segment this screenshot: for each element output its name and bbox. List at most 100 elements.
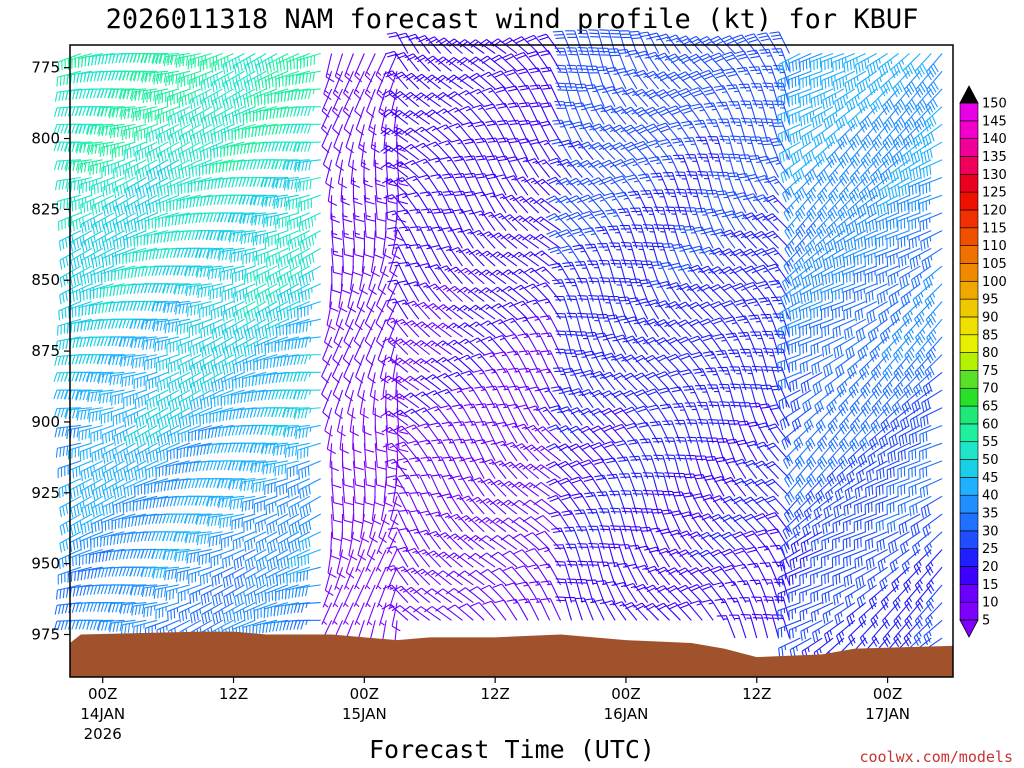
barb-full-tick: [65, 124, 68, 133]
barb-full-tick: [241, 80, 243, 89]
barb-full-tick: [170, 514, 173, 523]
barb-full-tick: [208, 611, 210, 620]
barb-full-tick: [105, 374, 107, 383]
barb-full-tick: [155, 342, 156, 351]
barb-full-tick: [253, 237, 254, 246]
barb-full-tick: [185, 167, 186, 176]
barb-full-tick: [159, 284, 162, 293]
barb-full-tick: [192, 496, 195, 505]
barb-full-tick: [208, 132, 210, 141]
barb-full-tick: [176, 58, 177, 67]
barb-full-tick: [109, 255, 110, 264]
barb-full-tick: [201, 288, 202, 297]
barb-full-tick: [155, 358, 156, 367]
barb-full-tick: [268, 142, 271, 151]
barb-full-tick: [152, 379, 153, 388]
barb-full-tick: [148, 549, 151, 558]
barb-full-tick: [182, 97, 183, 106]
barb-shaft: [245, 532, 267, 542]
barb-full-tick: [119, 302, 122, 311]
barb-full-tick: [209, 537, 210, 546]
barb-half-tick: [105, 447, 106, 452]
barb-full-tick: [237, 499, 238, 508]
barb-full-tick: [282, 341, 283, 350]
barb-full-tick: [147, 189, 149, 198]
barb-full-tick: [148, 302, 151, 311]
barb-full-tick: [134, 166, 135, 175]
barb-full-tick: [247, 58, 249, 67]
barb-full-tick: [292, 542, 294, 551]
barb-full-tick: [279, 125, 282, 134]
barb-full-tick: [245, 561, 247, 570]
barb-full-tick: [139, 516, 141, 525]
barb-full-tick: [92, 305, 93, 314]
barb-shaft: [168, 355, 190, 365]
barb-full-tick: [152, 467, 153, 476]
barb-full-tick: [225, 427, 227, 436]
barb-full-tick: [149, 320, 151, 329]
barb-full-tick: [270, 464, 271, 473]
barb-full-tick: [139, 170, 141, 179]
barb-full-tick: [98, 203, 99, 212]
barb-full-tick: [164, 434, 166, 443]
barb-full-tick: [127, 533, 129, 542]
barb-full-tick: [262, 62, 264, 71]
barb-full-tick: [148, 284, 151, 293]
barb-full-tick: [251, 143, 254, 152]
barb-full-tick: [218, 396, 219, 405]
barb-full-tick: [115, 271, 116, 280]
barb-full-tick: [61, 142, 64, 151]
barb-full-tick: [240, 409, 242, 418]
barb-full-tick: [238, 394, 239, 403]
barb-full-tick: [258, 522, 259, 531]
barb-full-tick: [88, 257, 90, 266]
barb-full-tick: [131, 486, 132, 495]
barb-half-tick: [189, 608, 190, 613]
barb-full-tick: [205, 117, 207, 126]
barb-full-tick: [183, 364, 184, 373]
barb-full-tick: [115, 71, 118, 80]
barb-full-tick: [102, 621, 104, 630]
barb-full-tick: [279, 253, 280, 262]
barb-full-tick: [102, 220, 104, 229]
barb-full-tick: [204, 268, 206, 277]
barb-full-tick: [256, 483, 257, 492]
barb-full-tick: [156, 414, 158, 423]
barb-full-tick: [167, 249, 170, 258]
barb-full-tick: [127, 150, 128, 159]
barb-full-tick: [174, 361, 175, 370]
barb-full-tick: [185, 96, 186, 105]
barb-full-tick: [246, 195, 249, 204]
barb-full-tick: [219, 363, 221, 372]
barb-full-tick: [141, 550, 144, 559]
barb-full-tick: [152, 515, 155, 524]
barb-full-tick: [160, 114, 161, 123]
barb-full-tick: [128, 416, 129, 425]
barb-full-tick: [167, 497, 170, 506]
barb-full-tick: [150, 453, 151, 462]
barb-full-tick: [188, 496, 191, 505]
barb-full-tick: [102, 568, 105, 577]
barb-full-tick: [292, 447, 293, 456]
barb-full-tick: [92, 206, 93, 215]
barb-full-tick: [87, 355, 90, 364]
barb-full-tick: [290, 253, 292, 262]
barb-full-tick: [148, 360, 149, 369]
barb-full-tick: [151, 235, 152, 244]
barb-full-tick: [192, 267, 195, 276]
barb-full-tick: [269, 257, 270, 266]
barb-full-tick: [153, 416, 155, 425]
barb-full-tick: [91, 569, 93, 578]
barb-half-tick: [94, 236, 95, 241]
barb-full-tick: [58, 108, 61, 117]
barb-full-tick: [248, 481, 250, 490]
barb-shaft: [168, 107, 190, 117]
barb-full-tick: [103, 207, 105, 216]
barb-shaft: [93, 496, 114, 507]
barb-full-tick: [249, 500, 250, 509]
wind-barb: [211, 390, 233, 408]
barb-full-tick: [227, 595, 229, 604]
barb-full-tick: [82, 307, 83, 316]
barb-full-tick: [214, 196, 217, 205]
barb-full-tick: [216, 595, 218, 604]
